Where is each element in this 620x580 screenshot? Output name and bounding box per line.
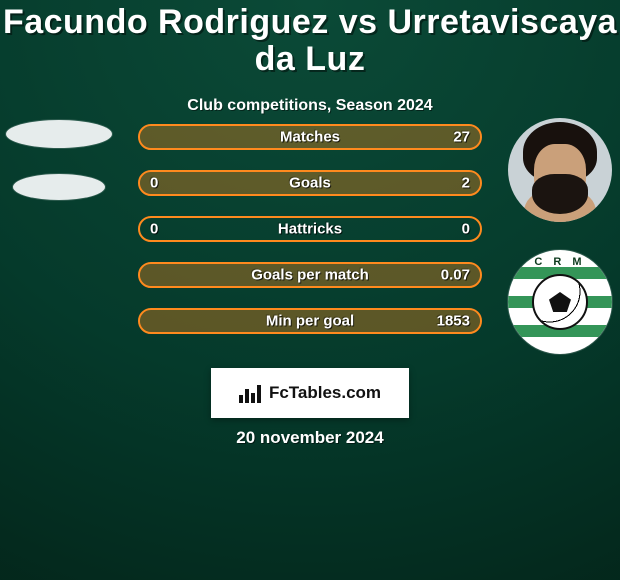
left-player-avatar-placeholder <box>6 120 112 148</box>
brand-text: FcTables.com <box>269 383 381 403</box>
brand-box[interactable]: FcTables.com <box>211 368 409 418</box>
card: Facundo Rodriguez vs Urretaviscaya da Lu… <box>0 0 620 580</box>
page-title: Facundo Rodriguez vs Urretaviscaya da Lu… <box>0 4 620 79</box>
stat-right-value: 2 <box>462 175 470 192</box>
stat-row-matches: Matches 27 <box>138 124 482 150</box>
stat-right-value: 1853 <box>437 313 470 330</box>
stat-left-value: 0 <box>150 221 158 238</box>
stats-block: Matches 27 0 Goals 2 0 Hattricks 0 Goals… <box>138 124 482 334</box>
stat-right-value: 27 <box>453 129 470 146</box>
club-badge-letters: C R M <box>508 256 612 268</box>
right-club-badge: C R M <box>508 250 612 354</box>
stat-row-goals-per-match: Goals per match 0.07 <box>138 262 482 288</box>
right-player-avatar <box>508 118 612 222</box>
soccer-ball-icon <box>532 274 588 330</box>
stat-row-hattricks: 0 Hattricks 0 <box>138 216 482 242</box>
stat-label: Hattricks <box>278 221 342 238</box>
subtitle: Club competitions, Season 2024 <box>0 97 620 115</box>
right-player-column: C R M <box>506 118 614 354</box>
stat-left-value: 0 <box>150 175 158 192</box>
stat-label: Goals per match <box>251 267 369 284</box>
stat-label: Min per goal <box>266 313 354 330</box>
stat-row-min-per-goal: Min per goal 1853 <box>138 308 482 334</box>
stat-row-goals: 0 Goals 2 <box>138 170 482 196</box>
stat-right-value: 0 <box>462 221 470 238</box>
bar-chart-icon <box>239 383 263 403</box>
stat-label: Matches <box>280 129 340 146</box>
date-label: 20 november 2024 <box>236 428 383 448</box>
stat-right-value: 0.07 <box>441 267 470 284</box>
left-club-badge-placeholder <box>13 174 105 200</box>
left-player-column <box>6 120 112 200</box>
stat-label: Goals <box>289 175 331 192</box>
